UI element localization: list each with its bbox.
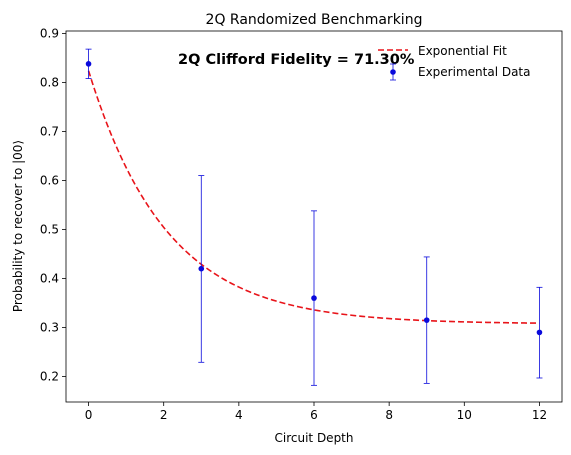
y-tick-label: 0.3: [40, 321, 59, 335]
y-tick-label: 0.6: [40, 173, 59, 187]
y-axis-label: Probability to recover to |00⟩: [11, 140, 25, 312]
data-point: [311, 295, 317, 301]
y-tick-label: 0.4: [40, 271, 59, 285]
y-tick-label: 0.5: [40, 222, 59, 236]
chart-title: 2Q Randomized Benchmarking: [206, 12, 423, 28]
y-tick-label: 0.8: [40, 75, 59, 89]
x-axis-label: Circuit Depth: [275, 431, 354, 445]
x-tick-label: 6: [310, 408, 318, 422]
x-tick-label: 12: [532, 408, 547, 422]
data-point: [198, 265, 205, 272]
x-tick-label: 10: [457, 408, 472, 422]
y-tick-label: 0.9: [40, 26, 59, 40]
data-point: [423, 317, 430, 323]
x-tick-label: 4: [235, 408, 243, 422]
legend: Exponential Fit Experimental Data: [378, 44, 531, 81]
y-tick-label: 0.2: [40, 370, 59, 384]
legend-data-label: Experimental Data: [418, 65, 531, 79]
fidelity-annotation: 2Q Clifford Fidelity = 71.30%: [178, 52, 415, 68]
x-tick-label: 2: [160, 408, 168, 422]
x-tick-label: 8: [385, 408, 393, 422]
x-tick-label: 0: [85, 408, 93, 422]
y-tick-label: 0.7: [40, 124, 59, 138]
legend-data-marker: [390, 69, 396, 75]
fit-curve: [87, 70, 540, 324]
legend-fit-label: Exponential Fit: [418, 44, 507, 58]
data-point: [536, 329, 543, 336]
data-point: [85, 61, 92, 67]
plot-area: 0 2 4 6 8 10 12 0.2 0.3 0.4 0.5 0.6 0.7 0.8 0.9: [40, 26, 563, 422]
